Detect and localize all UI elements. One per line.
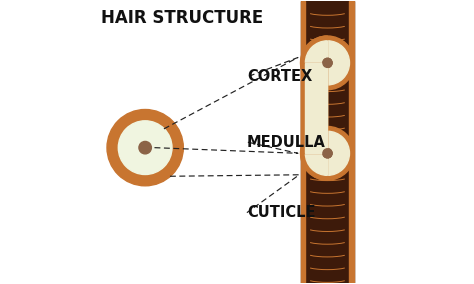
Circle shape (305, 41, 349, 85)
Circle shape (323, 149, 332, 158)
Circle shape (118, 121, 172, 174)
Circle shape (305, 131, 349, 175)
Text: MEDULLA: MEDULLA (247, 135, 326, 149)
Bar (349, 1, 354, 283)
Circle shape (107, 110, 183, 186)
Circle shape (323, 149, 332, 158)
Bar (301, 63, 328, 153)
Wedge shape (305, 131, 328, 175)
Text: HAIR STRUCTURE: HAIR STRUCTURE (101, 9, 264, 27)
Bar (301, 1, 354, 283)
Wedge shape (301, 36, 328, 90)
Bar (301, 63, 328, 153)
Circle shape (139, 141, 151, 154)
Text: CORTEX: CORTEX (247, 70, 312, 85)
Bar (305, 63, 328, 153)
Wedge shape (301, 126, 328, 180)
Circle shape (301, 36, 354, 90)
Circle shape (323, 149, 332, 158)
Text: CUTICLE: CUTICLE (247, 205, 315, 220)
Bar (305, 63, 328, 153)
Bar (301, 1, 305, 283)
Circle shape (323, 58, 332, 67)
Circle shape (323, 58, 332, 67)
Circle shape (323, 58, 332, 67)
Circle shape (301, 126, 354, 180)
Wedge shape (305, 41, 328, 85)
